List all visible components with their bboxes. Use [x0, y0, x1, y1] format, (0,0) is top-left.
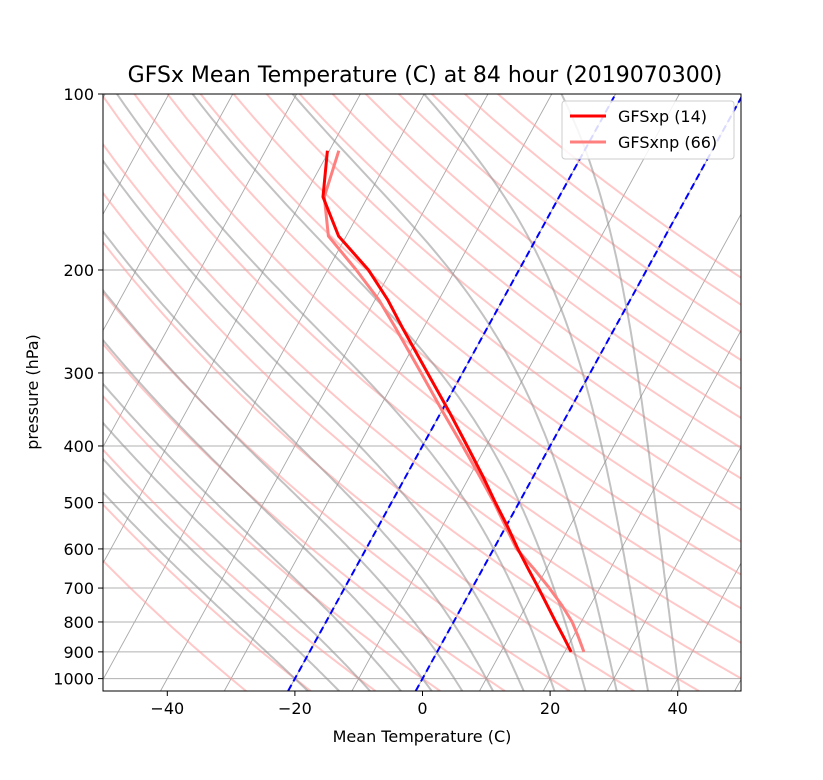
legend-label-gfsxp: GFSxp (14) — [618, 107, 707, 126]
y-tick-label: 600 — [63, 540, 94, 559]
y-tick-label: 100 — [63, 85, 94, 104]
legend-label-gfsxnp: GFSxnp (66) — [618, 133, 717, 152]
x-tick-label: 40 — [668, 699, 688, 718]
x-tick-label: 20 — [540, 699, 560, 718]
y-tick-label: 400 — [63, 437, 94, 456]
chart-title: GFSx Mean Temperature (C) at 84 hour (20… — [128, 63, 723, 88]
y-axis-label: pressure (hPa) — [23, 334, 42, 450]
y-tick-label: 700 — [63, 579, 94, 598]
y-tick-label: 300 — [63, 364, 94, 383]
y-tick-label: 800 — [63, 613, 94, 632]
x-tick-label: −40 — [150, 699, 184, 718]
y-tick-label: 500 — [63, 494, 94, 513]
x-tick-label: 0 — [417, 699, 427, 718]
y-tick-label: 1000 — [53, 670, 94, 689]
y-tick-label: 200 — [63, 261, 94, 280]
x-tick-label: −20 — [278, 699, 312, 718]
x-axis-label: Mean Temperature (C) — [333, 727, 512, 746]
y-tick-label: 900 — [63, 643, 94, 662]
legend: GFSxp (14) GFSxnp (66) — [562, 101, 734, 159]
